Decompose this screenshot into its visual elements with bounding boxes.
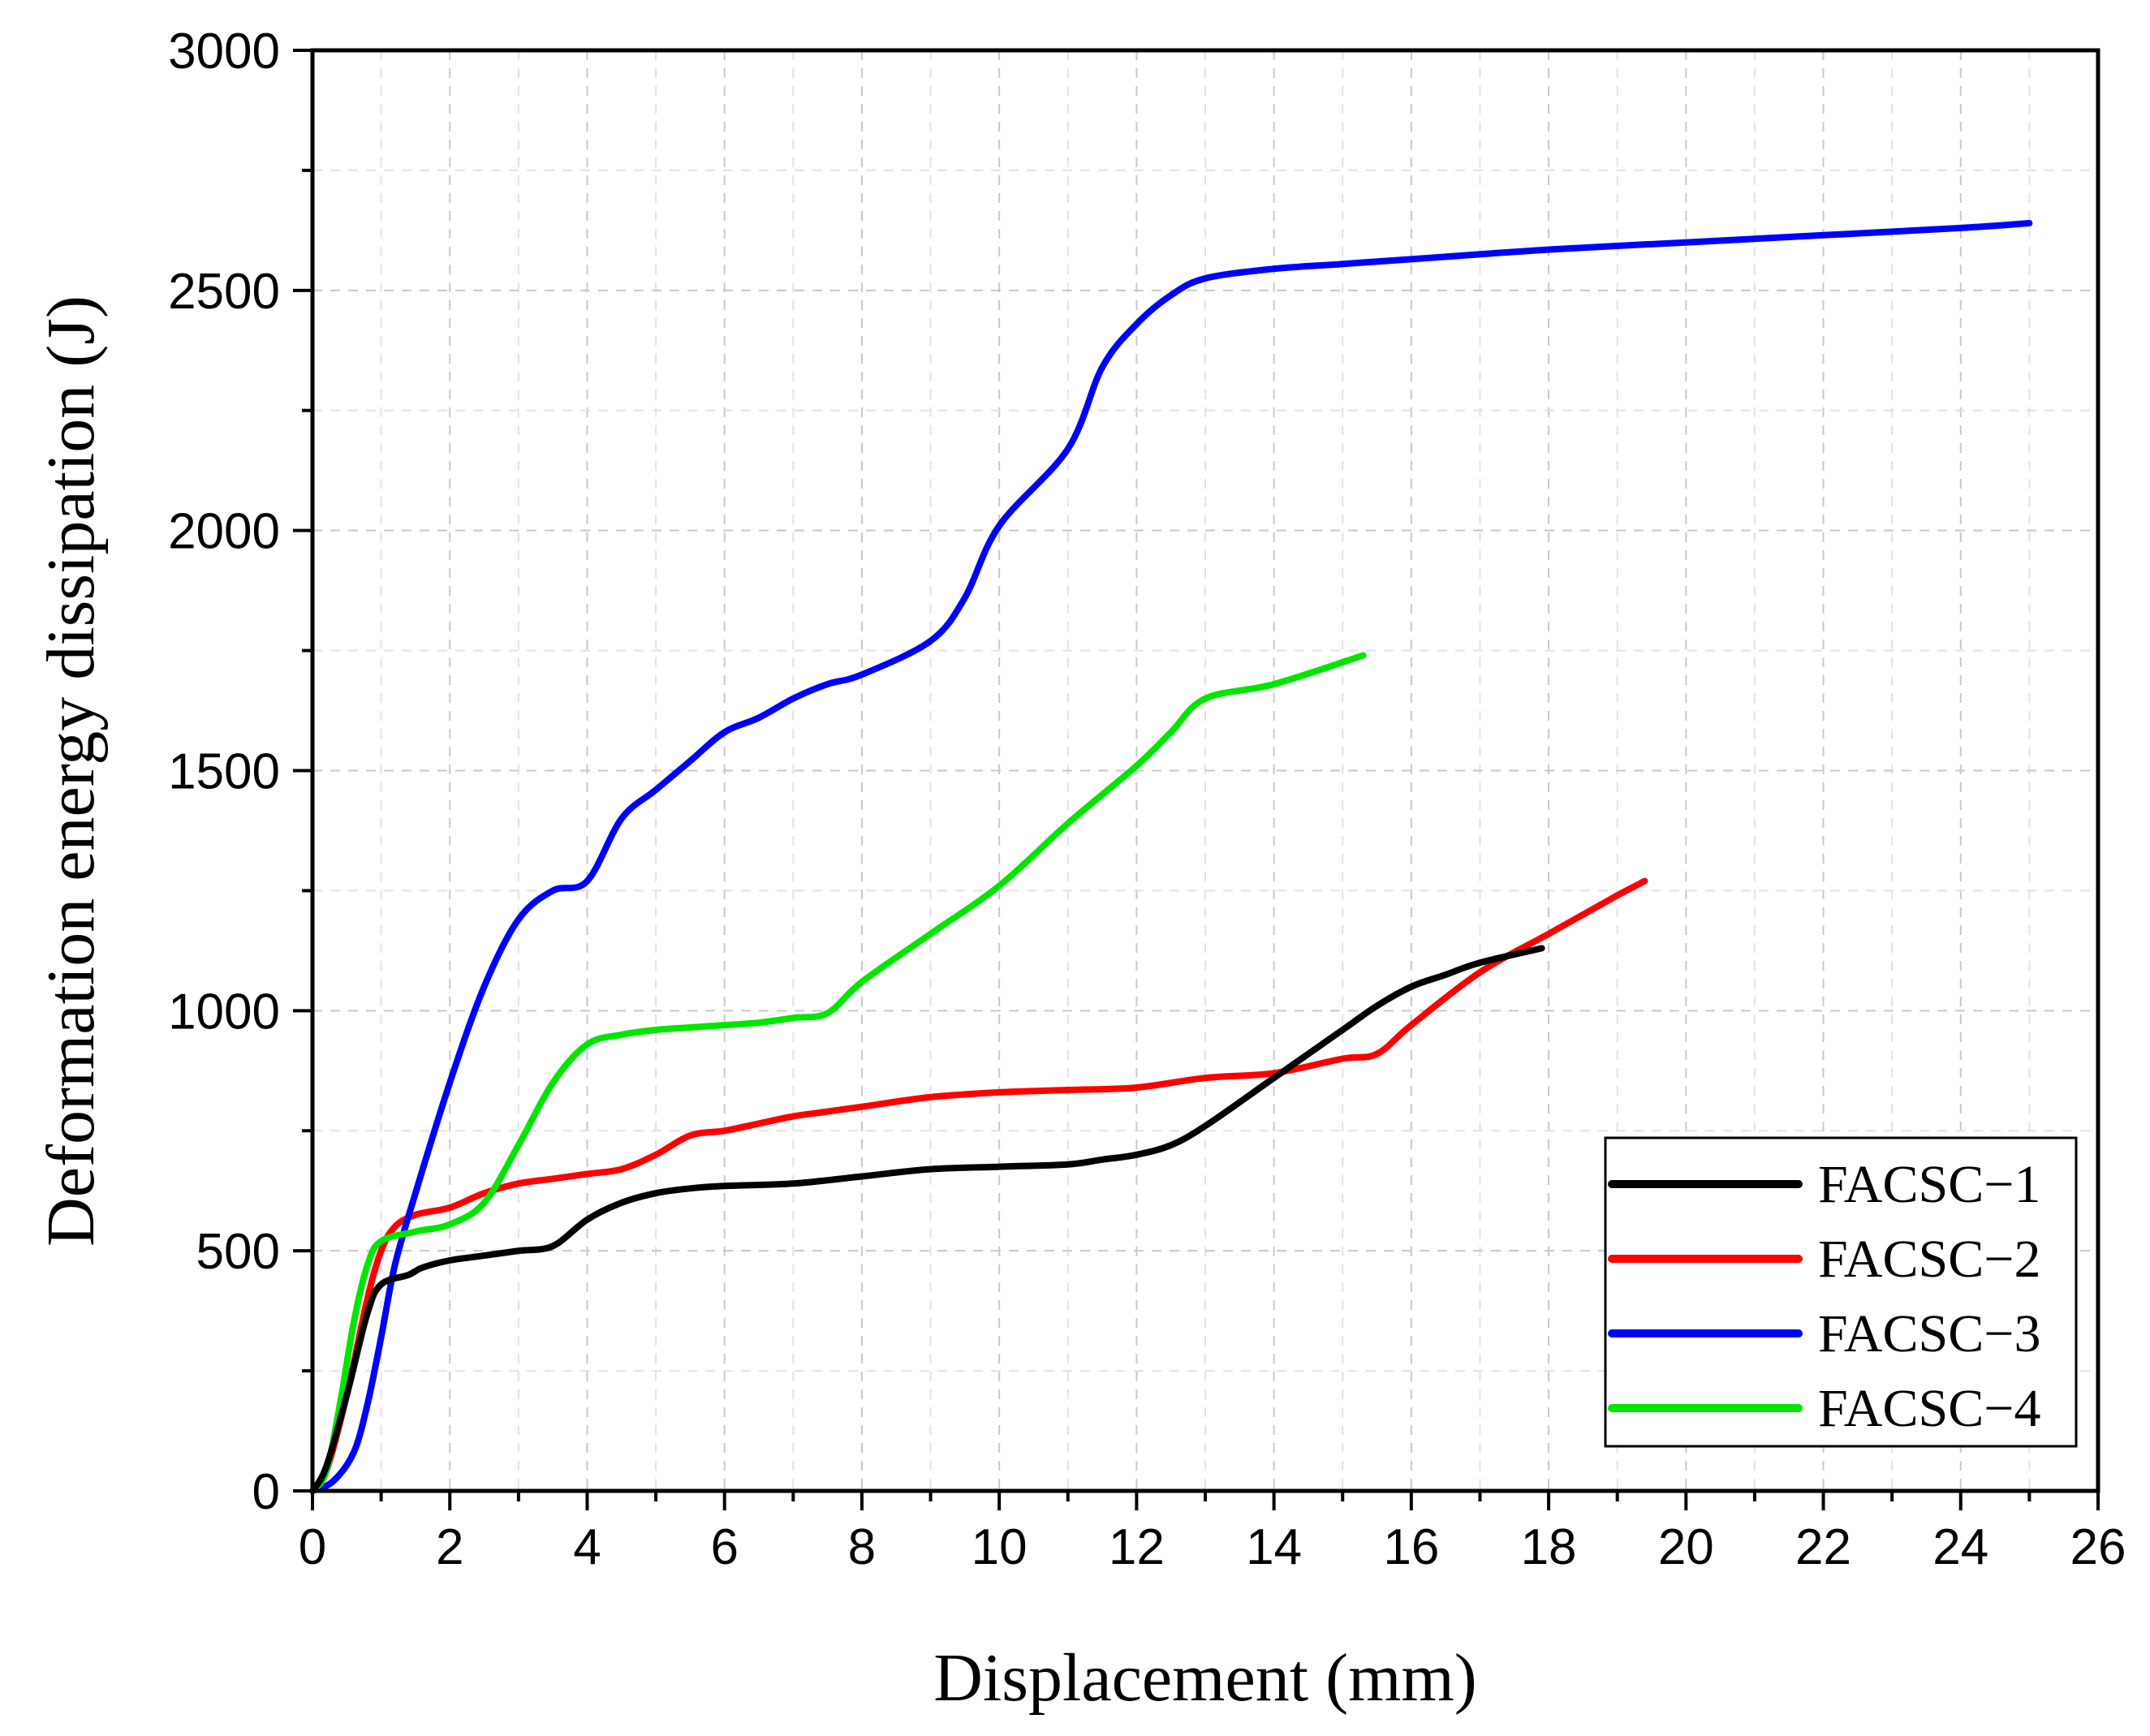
series-line-3	[309, 220, 2033, 1494]
legend-box	[1604, 1136, 2078, 1448]
legend-label-4: FACSC−4	[1818, 1379, 2040, 1438]
tick-labels: 0 2 4 6 8 10 12 14 16 18 20 22 24 2605001000150020002…	[168, 24, 2126, 1575]
x-axis-title: Displacement (mm)	[933, 1640, 1476, 1716]
y-tick-label: 3000	[168, 24, 280, 80]
series-group	[309, 220, 2033, 1494]
x-tick-label: 4	[573, 1519, 601, 1575]
y-axis-title: Deformation energy dissipation (J)	[33, 295, 109, 1247]
legend-label-3: FACSC−3	[1818, 1304, 2040, 1363]
x-tick-label: 6	[710, 1519, 738, 1575]
legend: FACSC−1 FACSC−2 FACSC−3 FACSC−4	[1604, 1136, 2078, 1448]
x-tick-label: 24	[1932, 1519, 1988, 1575]
legend-label-2: FACSC−2	[1818, 1230, 2040, 1289]
y-tick-label: 2500	[168, 264, 280, 320]
x-tick-label: 22	[1795, 1519, 1851, 1575]
legend-label-1: FACSC−1	[1818, 1155, 2040, 1214]
x-tick-label: 14	[1246, 1519, 1302, 1575]
x-tick-label: 20	[1658, 1519, 1714, 1575]
y-tick-label: 1000	[168, 984, 280, 1040]
y-tick-label: 2000	[168, 504, 280, 560]
x-tick-label: 0	[299, 1519, 326, 1575]
series-line-1	[309, 945, 1545, 1494]
series-line-4	[309, 652, 1367, 1494]
x-tick-label: 18	[1521, 1519, 1577, 1575]
y-tick-label: 500	[196, 1224, 280, 1280]
ticks	[293, 49, 2100, 1510]
x-tick-label: 10	[972, 1519, 1028, 1575]
x-tick-label: 16	[1383, 1519, 1439, 1575]
y-tick-label: 0	[252, 1464, 280, 1520]
x-tick-label: 2	[436, 1519, 463, 1575]
series-line-2	[309, 877, 1648, 1494]
x-tick-label: 26	[2070, 1519, 2126, 1575]
x-tick-label: 12	[1109, 1519, 1165, 1575]
y-tick-label: 1500	[168, 744, 280, 800]
x-tick-label: 8	[848, 1519, 876, 1575]
